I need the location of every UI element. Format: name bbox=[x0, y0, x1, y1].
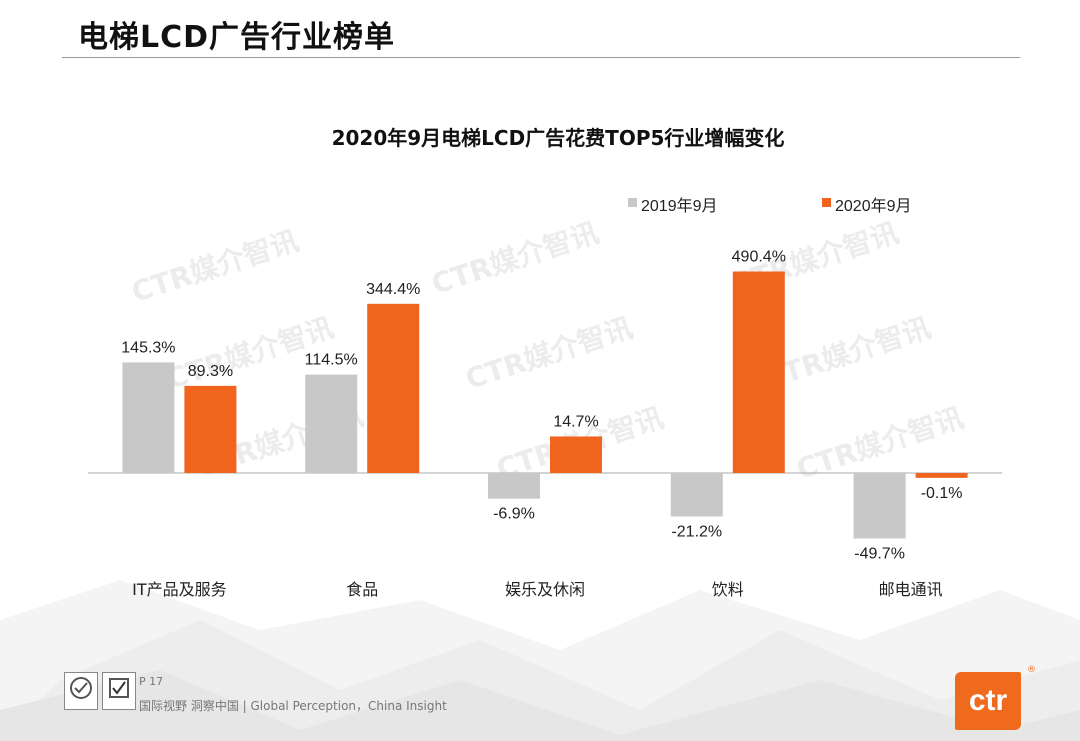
bar-2020 bbox=[915, 473, 968, 478]
page-title: 电梯LCD广告行业榜单 bbox=[78, 20, 396, 55]
chart-title: 2020年9月电梯LCD广告花费TOP5行业增幅变化 bbox=[332, 126, 785, 150]
data-label: -21.2% bbox=[671, 523, 722, 540]
title-divider bbox=[62, 57, 1020, 58]
data-label: 145.3% bbox=[121, 339, 175, 356]
bar-2020 bbox=[184, 385, 237, 473]
ctr-logo: ctr bbox=[955, 672, 1021, 730]
data-label: -49.7% bbox=[854, 546, 905, 563]
category-label: 食品 bbox=[346, 580, 378, 599]
data-label: 114.5% bbox=[305, 352, 358, 369]
legend-swatch bbox=[822, 198, 831, 207]
background-polygon-decoration bbox=[0, 580, 1080, 741]
data-label: -0.1% bbox=[921, 485, 963, 502]
footer-slogan: 国际视野 洞察中国 | Global Perception，China Insi… bbox=[139, 699, 447, 713]
data-label: 344.4% bbox=[366, 281, 420, 298]
bar-2019 bbox=[305, 374, 358, 473]
bar-2020 bbox=[367, 303, 420, 473]
registered-mark: ® bbox=[1027, 665, 1036, 675]
legend-label: 2019年9月 bbox=[641, 197, 718, 215]
category-label: IT产品及服务 bbox=[132, 580, 227, 599]
bar-2019 bbox=[853, 473, 906, 539]
data-label: 14.7% bbox=[553, 413, 598, 430]
bar-2019 bbox=[122, 362, 175, 473]
data-label: -6.9% bbox=[493, 506, 535, 523]
legend-label: 2020年9月 bbox=[835, 197, 912, 215]
page-number: P 17 bbox=[139, 675, 164, 688]
data-label: 490.4% bbox=[732, 249, 786, 266]
ukas-cert-icon bbox=[102, 672, 136, 710]
category-label: 娱乐及休闲 bbox=[505, 580, 585, 599]
category-label: 饮料 bbox=[712, 580, 744, 599]
bar-2020 bbox=[550, 436, 602, 473]
sgs-cert-icon bbox=[64, 672, 98, 710]
category-label: 邮电通讯 bbox=[879, 580, 943, 599]
bar-2019 bbox=[488, 473, 540, 499]
bar-2019 bbox=[670, 473, 723, 517]
bar-2020 bbox=[732, 271, 785, 473]
data-label: 89.3% bbox=[188, 363, 233, 380]
legend-swatch bbox=[628, 198, 637, 207]
